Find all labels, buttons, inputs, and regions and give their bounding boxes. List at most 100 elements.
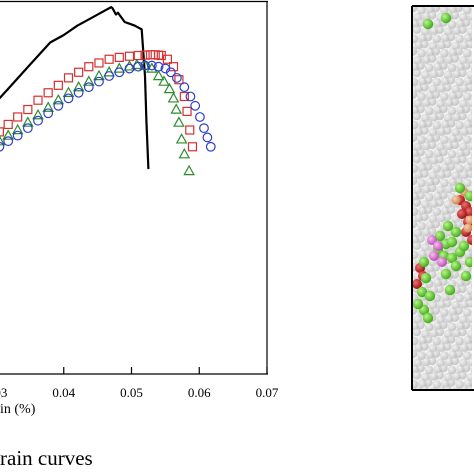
background-atom [424, 192, 434, 202]
square-marker [63, 73, 74, 83]
orange-atom [463, 223, 472, 233]
background-atom [427, 10, 437, 20]
background-atom [458, 370, 467, 380]
background-atom [431, 133, 441, 142]
background-atom [446, 162, 456, 171]
background-atom [462, 178, 472, 188]
background-atom [416, 320, 425, 330]
green-atom [418, 256, 430, 268]
background-atom [412, 111, 422, 121]
background-atom [462, 48, 472, 58]
background-atom [467, 141, 472, 151]
green-atom [446, 252, 458, 264]
background-atom [450, 356, 460, 366]
triangle-marker [158, 75, 170, 86]
background-atom [465, 298, 472, 308]
background-atom [412, 327, 422, 337]
background-atom [435, 154, 444, 164]
background-atom [458, 68, 467, 78]
red-atom [457, 209, 467, 219]
background-atom [467, 98, 472, 107]
background-atom [412, 120, 419, 130]
background-atom [455, 34, 464, 44]
background-atom [427, 356, 437, 366]
triangle-marker [163, 82, 176, 94]
background-atom [454, 133, 463, 142]
triangle-marker [11, 123, 24, 135]
background-atom [461, 147, 471, 157]
background-atom [450, 54, 460, 63]
circle-marker [63, 93, 74, 104]
circle-marker [83, 82, 94, 93]
background-atom [458, 284, 467, 294]
square-marker [114, 52, 124, 62]
circle-marker [153, 61, 164, 72]
green-atom [422, 312, 434, 324]
green-atom [420, 272, 432, 284]
background-atom [412, 46, 418, 56]
background-atom [465, 385, 472, 390]
triangle-marker [32, 108, 44, 120]
background-atom [446, 205, 456, 214]
background-atom [431, 262, 441, 272]
background-atom [420, 169, 429, 178]
circle-marker [114, 67, 125, 78]
circle-marker [0, 141, 5, 152]
square-marker [13, 112, 23, 122]
background-atom [471, 93, 472, 98]
background-atom [423, 162, 433, 171]
green-atom [442, 220, 454, 232]
background-atom [450, 10, 460, 20]
background-atom [455, 77, 464, 87]
pink-atom [437, 257, 447, 267]
background-atom [461, 104, 471, 114]
circle-marker [3, 136, 14, 147]
background-atom [469, 119, 472, 128]
orange-atom [465, 215, 472, 225]
x-tick-label: 0.05 [120, 385, 143, 400]
strain-curve-chart: 0.03 0.04 0.05 0.06 0.07 in (%) [0, 0, 279, 417]
background-atom [440, 92, 449, 101]
background-atom [416, 234, 425, 243]
background-atom [427, 54, 437, 63]
green-atom [446, 236, 458, 248]
background-atom [420, 385, 429, 390]
square-marker [140, 50, 150, 60]
background-atom [423, 118, 433, 128]
background-atom [431, 6, 441, 13]
square-marker [53, 80, 63, 90]
background-atom [469, 378, 472, 387]
green-atom [464, 256, 472, 268]
background-atom [416, 61, 425, 70]
figure-caption: rain curves [0, 446, 93, 470]
background-atom [435, 284, 444, 294]
background-atom [454, 349, 463, 358]
background-atom [442, 385, 452, 390]
background-atom [424, 149, 434, 159]
triangle-marker [183, 164, 195, 176]
background-atom [412, 370, 422, 380]
square-marker [3, 119, 13, 130]
background-atom [412, 77, 419, 87]
triangle-marker [175, 133, 188, 144]
background-atom [416, 363, 425, 373]
x-tick-label: 0.06 [188, 385, 211, 400]
background-atom [446, 118, 456, 128]
background-atom [412, 34, 419, 44]
circle-marker [104, 71, 115, 81]
background-atom [465, 342, 472, 351]
square-marker [0, 127, 4, 137]
circle-marker [73, 87, 84, 98]
background-atom [412, 133, 418, 142]
background-atom [442, 169, 452, 178]
orange-atom [451, 195, 461, 205]
green-atom [464, 190, 472, 202]
background-atom [432, 164, 442, 173]
background-atom [455, 380, 464, 389]
background-atom [440, 135, 449, 144]
square-marker [187, 142, 198, 152]
background-atom [439, 277, 448, 286]
circle-marker [33, 115, 43, 126]
background-atom [432, 120, 442, 130]
background-atom [469, 32, 472, 41]
